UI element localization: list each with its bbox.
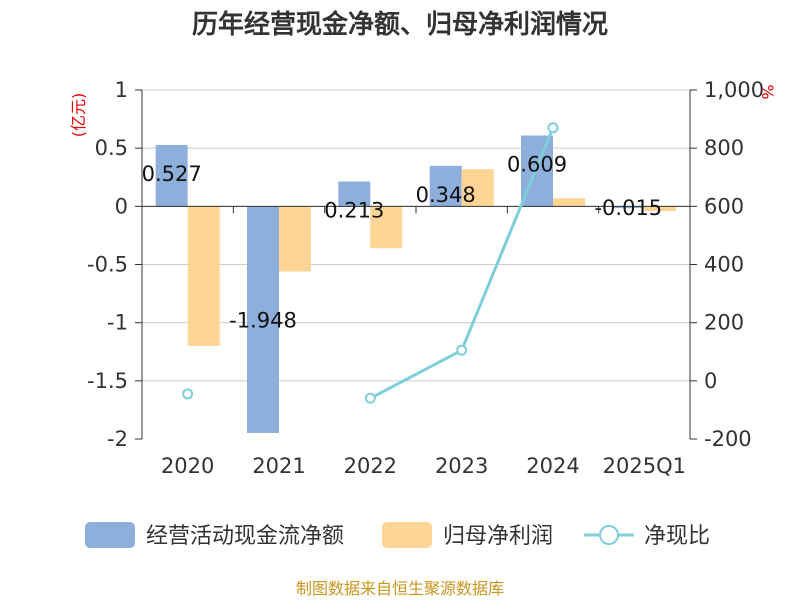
ratio-point	[182, 388, 194, 400]
bar-cash-flow	[247, 206, 279, 433]
bar-cash-flow	[612, 206, 645, 209]
ratio-point	[364, 392, 376, 404]
ratio-line-series	[182, 122, 559, 404]
legend-swatch-net-profit	[382, 522, 432, 548]
bar-cash-flow	[155, 145, 188, 207]
x-axis-tick-label: 2025Q1	[603, 454, 686, 478]
left-axis-unit: (亿元)	[69, 93, 88, 138]
x-axis-tick-label: 2023	[435, 454, 488, 478]
x-axis-tick-label: 2024	[526, 454, 579, 478]
right-axis-tick-label: 400	[704, 253, 744, 277]
data-label-cash-flow: 0.527	[142, 162, 202, 186]
data-label-cash-flow: -1.948	[229, 309, 297, 333]
bar-net-profit	[461, 169, 494, 207]
legend-item-cash-flow[interactable]: 经营活动现金流净额	[85, 522, 344, 549]
right-axis-tick-label: 1,000	[704, 78, 764, 102]
left-axis-tick-label: 0.5	[95, 136, 128, 160]
bar-net-profit	[644, 206, 677, 211]
ratio-point	[456, 344, 468, 356]
data-label-cash-flow: 0.213	[324, 199, 384, 223]
legend-label-ratio: 净现比	[644, 524, 710, 549]
chart-title: 历年经营现金净额、归母净利润情况	[192, 9, 608, 40]
right-axis-tick-label: -200	[704, 427, 752, 451]
legend: 经营活动现金流净额 归母净利润 净现比	[85, 522, 710, 549]
data-label-cash-flow: -0.015	[594, 196, 662, 220]
data-label-cash-flow: 0.609	[507, 152, 567, 176]
left-axis-tick-label: -2	[107, 427, 128, 451]
data-source-note: 制图数据来自恒生聚源数据库	[296, 579, 504, 598]
x-axis-tick-label: 2022	[344, 454, 397, 478]
data-labels: 0.527 -1.948 0.213 0.348 0.609 -0.015	[142, 152, 663, 332]
bars	[155, 135, 677, 433]
axes: 1 0.5 0 -0.5 -1 -1.5 -2 1,000 800 600 400 200 0 -200 2…	[87, 78, 764, 478]
grid	[142, 89, 690, 382]
bar-net-profit	[187, 206, 220, 346]
legend-label-cash-flow: 经营活动现金流净额	[146, 524, 344, 549]
left-axis-tick-label: 0	[115, 194, 128, 218]
bar-net-profit	[553, 198, 585, 207]
data-label-cash-flow: 0.348	[416, 183, 476, 207]
bar-cash-flow	[338, 181, 371, 207]
legend-item-net-profit[interactable]: 归母净利润	[382, 522, 553, 549]
right-axis-tick-label: 0	[704, 369, 717, 393]
legend-label-net-profit: 归母净利润	[443, 524, 553, 549]
ratio-point	[547, 122, 559, 134]
right-axis-tick-label: 600	[704, 194, 744, 218]
legend-swatch-cash-flow	[85, 522, 135, 548]
left-axis-tick-label: -0.5	[87, 253, 128, 277]
right-axis-tick-label: 200	[704, 311, 744, 335]
right-axis-tick-label: 800	[704, 136, 744, 160]
x-axis-tick-label: 2020	[161, 454, 214, 478]
left-axis-tick-label: -1.5	[87, 369, 128, 393]
legend-item-ratio[interactable]: 净现比	[584, 524, 710, 549]
legend-marker-ratio	[599, 525, 619, 545]
left-axis-tick-label: -1	[107, 311, 128, 335]
left-axis-tick-label: 1	[115, 78, 128, 102]
right-axis-unit: %	[758, 84, 777, 99]
bar-net-profit	[279, 206, 311, 272]
bar-cash-flow	[429, 165, 462, 207]
x-axis-tick-label: 2021	[252, 454, 305, 478]
bar-net-profit	[370, 206, 403, 249]
